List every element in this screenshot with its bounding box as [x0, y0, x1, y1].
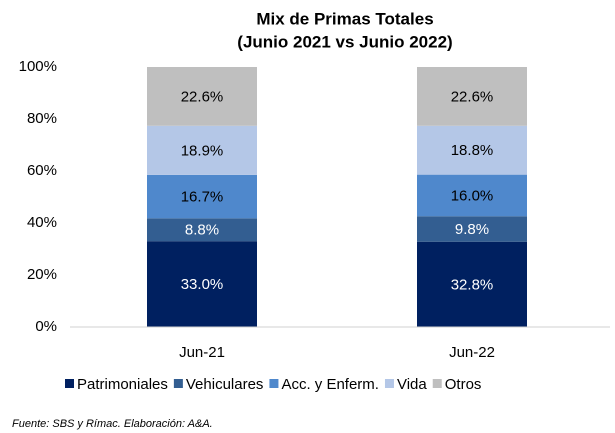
- data-label: 8.8%: [185, 222, 219, 239]
- legend-label: Otros: [445, 376, 482, 393]
- data-label: 16.7%: [181, 189, 224, 206]
- bar-segment: [417, 241, 527, 327]
- data-label: 18.9%: [181, 142, 224, 159]
- legend-label: Patrimoniales: [77, 376, 168, 393]
- bar-segment: [417, 67, 527, 126]
- bar-segment: [147, 174, 257, 219]
- data-label: 22.6%: [451, 88, 494, 105]
- bar-segment: [417, 125, 527, 175]
- legend-swatch: [173, 379, 183, 388]
- bar-segment: [147, 67, 257, 126]
- bar-segment: [147, 218, 257, 242]
- data-label: 18.8%: [451, 142, 494, 159]
- bar-segment: [417, 216, 527, 242]
- legend-label: Acc. y Enferm.: [281, 376, 379, 393]
- bar-segment: [147, 125, 257, 175]
- chart-subtitle: (Junio 2021 vs Junio 2022): [237, 32, 452, 51]
- source-note: Fuente: SBS y Rímac. Elaboración: A&A.: [12, 418, 213, 430]
- legend-swatch: [432, 379, 442, 388]
- legend-label: Vehiculares: [186, 376, 264, 393]
- data-label: 33.0%: [181, 276, 224, 293]
- bar-segment: [417, 174, 527, 217]
- legend-swatch: [384, 379, 394, 388]
- data-label: 9.8%: [455, 221, 489, 238]
- bar-segment: [147, 241, 257, 327]
- data-label: 16.0%: [451, 187, 494, 204]
- y-tick-label: 20%: [27, 266, 57, 283]
- y-tick-label: 100%: [19, 58, 57, 75]
- y-tick-label: 40%: [27, 214, 57, 231]
- y-tick-label: 0%: [35, 318, 57, 335]
- y-tick-label: 80%: [27, 110, 57, 127]
- legend-label: Vida: [397, 376, 427, 393]
- data-label: 32.8%: [451, 276, 494, 293]
- y-tick-label: 60%: [27, 162, 57, 179]
- legend-swatch: [269, 379, 279, 388]
- legend-swatch: [65, 379, 74, 388]
- data-label: 22.6%: [181, 88, 224, 105]
- x-tick-label: Jun-21: [179, 344, 225, 361]
- x-tick-label: Jun-22: [449, 344, 495, 361]
- chart-title: Mix de Primas Totales: [256, 9, 433, 28]
